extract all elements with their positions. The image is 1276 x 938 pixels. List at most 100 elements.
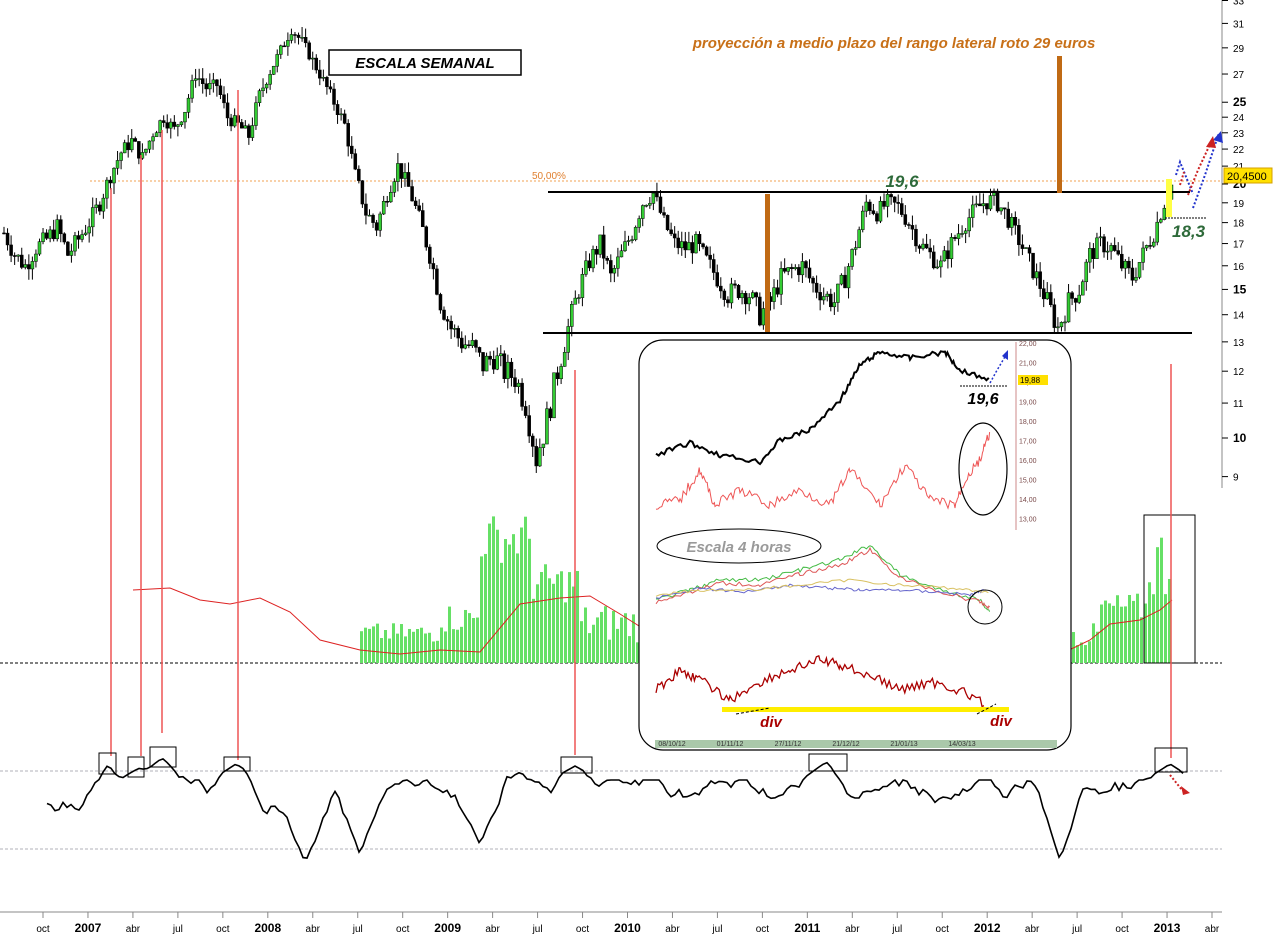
price-candle-body bbox=[225, 102, 230, 119]
price-candle-body bbox=[59, 219, 63, 235]
price-candle-body bbox=[1034, 271, 1039, 279]
price-candle-body bbox=[1098, 236, 1103, 239]
price-candle-body bbox=[1077, 294, 1081, 303]
inset-y-tick-label: 17,00 bbox=[1019, 439, 1037, 446]
price-candle-body bbox=[814, 282, 819, 293]
price-candle-body bbox=[711, 259, 716, 273]
price-candle-body bbox=[910, 225, 915, 230]
price-candle-body bbox=[541, 443, 546, 448]
x-tick-label: abr bbox=[306, 924, 321, 935]
price-candle-body bbox=[616, 256, 620, 269]
price-candle-body bbox=[200, 78, 205, 84]
inset-x-tick-label: 08/10/12 bbox=[658, 741, 685, 748]
volume-bar bbox=[620, 617, 623, 663]
price-candle-body bbox=[722, 290, 727, 300]
inset-x-tick-label: 14/03/13 bbox=[948, 741, 975, 748]
price-candle-body bbox=[960, 233, 964, 235]
price-candle-body bbox=[683, 241, 688, 251]
volume-bar bbox=[512, 534, 515, 663]
price-candle-body bbox=[988, 195, 993, 210]
price-candle-body bbox=[122, 142, 127, 154]
volume-bar bbox=[608, 639, 611, 663]
price-candle-body bbox=[555, 372, 560, 380]
price-candle-body bbox=[417, 205, 421, 211]
y-tick-label: 19 bbox=[1233, 199, 1245, 210]
price-candle-body bbox=[534, 446, 539, 467]
price-candle-body bbox=[126, 142, 130, 151]
x-tick-label: jul bbox=[711, 924, 722, 935]
cycle-guide-lines bbox=[110, 90, 1172, 760]
price-candle-body bbox=[271, 65, 276, 75]
price-candle-body bbox=[601, 234, 606, 259]
resistance-label: 19,6 bbox=[885, 172, 919, 191]
volume-bar bbox=[1132, 600, 1135, 663]
price-candle-body bbox=[548, 408, 553, 419]
price-candle-body bbox=[1120, 253, 1124, 269]
volume-bar bbox=[464, 609, 467, 663]
price-candle-body bbox=[1059, 322, 1064, 328]
yellow-highlight bbox=[1166, 179, 1172, 217]
price-candle-body bbox=[736, 285, 741, 299]
price-candle-body bbox=[786, 267, 790, 272]
price-candle-body bbox=[1137, 262, 1142, 278]
price-candle-body bbox=[27, 264, 31, 270]
volume-bar bbox=[400, 624, 403, 663]
price-candle-body bbox=[257, 90, 262, 103]
price-candle-body bbox=[119, 152, 123, 161]
volume-bar bbox=[364, 627, 367, 663]
volume-bar bbox=[380, 638, 383, 663]
price-candle-body bbox=[726, 299, 730, 304]
volume-bar bbox=[488, 523, 491, 663]
price-candle-body bbox=[314, 57, 319, 71]
price-candle-body bbox=[94, 204, 99, 208]
price-candle-body bbox=[307, 42, 311, 60]
price-candle-body bbox=[807, 267, 812, 279]
price-candle-body bbox=[481, 352, 485, 372]
volume-bar bbox=[520, 527, 523, 663]
price-candle-body bbox=[154, 132, 159, 137]
price-candle-body bbox=[591, 249, 595, 269]
volume-bar bbox=[420, 627, 423, 663]
price-candle-body bbox=[452, 328, 457, 330]
inset-y-tick-label: 21,00 bbox=[1019, 361, 1037, 368]
price-candle-body bbox=[733, 283, 737, 286]
price-candle-body bbox=[1052, 304, 1057, 328]
volume-bar bbox=[552, 583, 555, 663]
price-candle-body bbox=[609, 260, 613, 274]
x-tick-label: jul bbox=[532, 924, 543, 935]
volume-bar bbox=[616, 628, 619, 663]
price-candle-body bbox=[963, 230, 968, 234]
price-candle-body bbox=[860, 210, 865, 230]
price-candle-body bbox=[296, 34, 301, 38]
price-candle-body bbox=[48, 229, 52, 239]
price-candle-body bbox=[161, 120, 166, 123]
price-candle-body bbox=[456, 328, 460, 339]
volume-bar bbox=[456, 629, 459, 663]
price-candle-body bbox=[1144, 245, 1149, 249]
price-candle-body bbox=[467, 344, 471, 347]
volume-bar bbox=[448, 606, 451, 663]
y-axis-ticks: 9101112131415161718192021222324252729313… bbox=[1222, 0, 1247, 484]
price-candle-body bbox=[857, 229, 861, 248]
projection-bar-right bbox=[1057, 56, 1062, 193]
volume-bar bbox=[1116, 595, 1119, 663]
price-candle-body bbox=[1041, 288, 1046, 300]
price-candle-body bbox=[499, 353, 503, 357]
volume-bar bbox=[604, 606, 607, 663]
price-candle-body bbox=[715, 272, 719, 287]
volume-bar bbox=[524, 516, 527, 663]
price-candle-body bbox=[640, 205, 645, 219]
price-candle-body bbox=[623, 241, 627, 252]
volume-bar bbox=[540, 572, 543, 663]
price-candle-body bbox=[704, 246, 709, 256]
price-candle-body bbox=[144, 148, 148, 153]
price-candles bbox=[2, 27, 1174, 473]
price-candle-body bbox=[672, 233, 677, 239]
price-candle-body bbox=[9, 244, 13, 256]
price-candle-body bbox=[570, 304, 574, 327]
price-candle-body bbox=[626, 240, 631, 242]
volume-bar bbox=[392, 623, 395, 663]
volume-bar bbox=[1076, 645, 1079, 663]
price-candle-body bbox=[924, 243, 929, 249]
inset-circle-lower bbox=[967, 589, 1003, 625]
